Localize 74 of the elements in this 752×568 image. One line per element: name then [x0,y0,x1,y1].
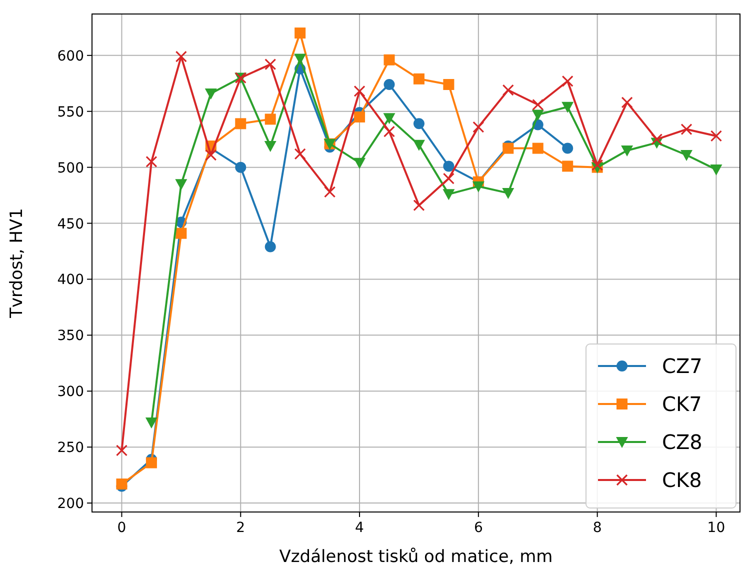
point [383,113,396,124]
x-axis-title: Vzdálenost tisků od matice, mm [279,547,553,567]
y-tick-label: 350 [57,328,84,344]
y-tick-label: 300 [57,384,84,400]
y-axis-title: Tvrdost, HV1 [7,208,27,319]
legend-label: CZ7 [662,354,702,378]
point [176,228,187,239]
point [146,156,158,168]
point [562,75,574,87]
point [621,146,634,157]
point [294,28,306,39]
point [324,186,336,198]
y-tick-label: 500 [57,160,84,176]
point [413,118,424,130]
y-tick-label: 450 [57,216,84,232]
point [562,160,574,172]
y-tick-label: 550 [57,104,84,120]
point [384,79,395,90]
point [680,150,692,162]
point [354,111,366,122]
legend-label: CK8 [662,468,702,492]
point [264,114,276,125]
point [264,58,276,70]
point [146,457,157,468]
point [116,444,128,456]
x-tick-label: 6 [474,520,483,536]
point [413,73,424,84]
x-tick-label: 0 [117,520,126,536]
point [235,118,246,130]
point [532,142,544,154]
point [502,84,514,96]
point [710,130,722,142]
point [592,159,604,171]
y-tick-label: 600 [57,48,84,64]
point [532,110,544,121]
point [442,172,454,184]
point [472,121,484,133]
x-tick-label: 8 [592,520,602,536]
point [443,79,454,90]
point [145,417,158,428]
point [710,164,722,176]
point [621,96,633,108]
point [264,241,276,252]
point [175,50,187,62]
point [264,141,276,152]
point [532,98,544,110]
x-tick-label: 10 [707,520,726,536]
point [294,54,306,65]
point [294,148,306,160]
point [354,158,366,169]
y-tick-label: 400 [57,272,84,288]
point [442,189,455,200]
point [680,123,692,136]
point [443,160,454,172]
x-tick-label: 2 [236,520,246,536]
point [354,85,366,98]
point [383,126,396,138]
point [205,149,217,161]
point [412,140,425,151]
point [562,102,574,113]
point [175,179,188,190]
legend-label: CK7 [662,392,702,416]
y-tick-label: 250 [57,440,84,456]
point [235,162,246,173]
point [562,142,574,154]
point [502,188,514,200]
x-tick-label: 4 [355,520,364,536]
point [204,88,217,100]
point [384,54,395,66]
point [413,200,425,212]
point [650,134,663,146]
y-tick-label: 200 [57,496,84,512]
legend-label: CZ8 [662,430,702,454]
point [472,181,484,192]
